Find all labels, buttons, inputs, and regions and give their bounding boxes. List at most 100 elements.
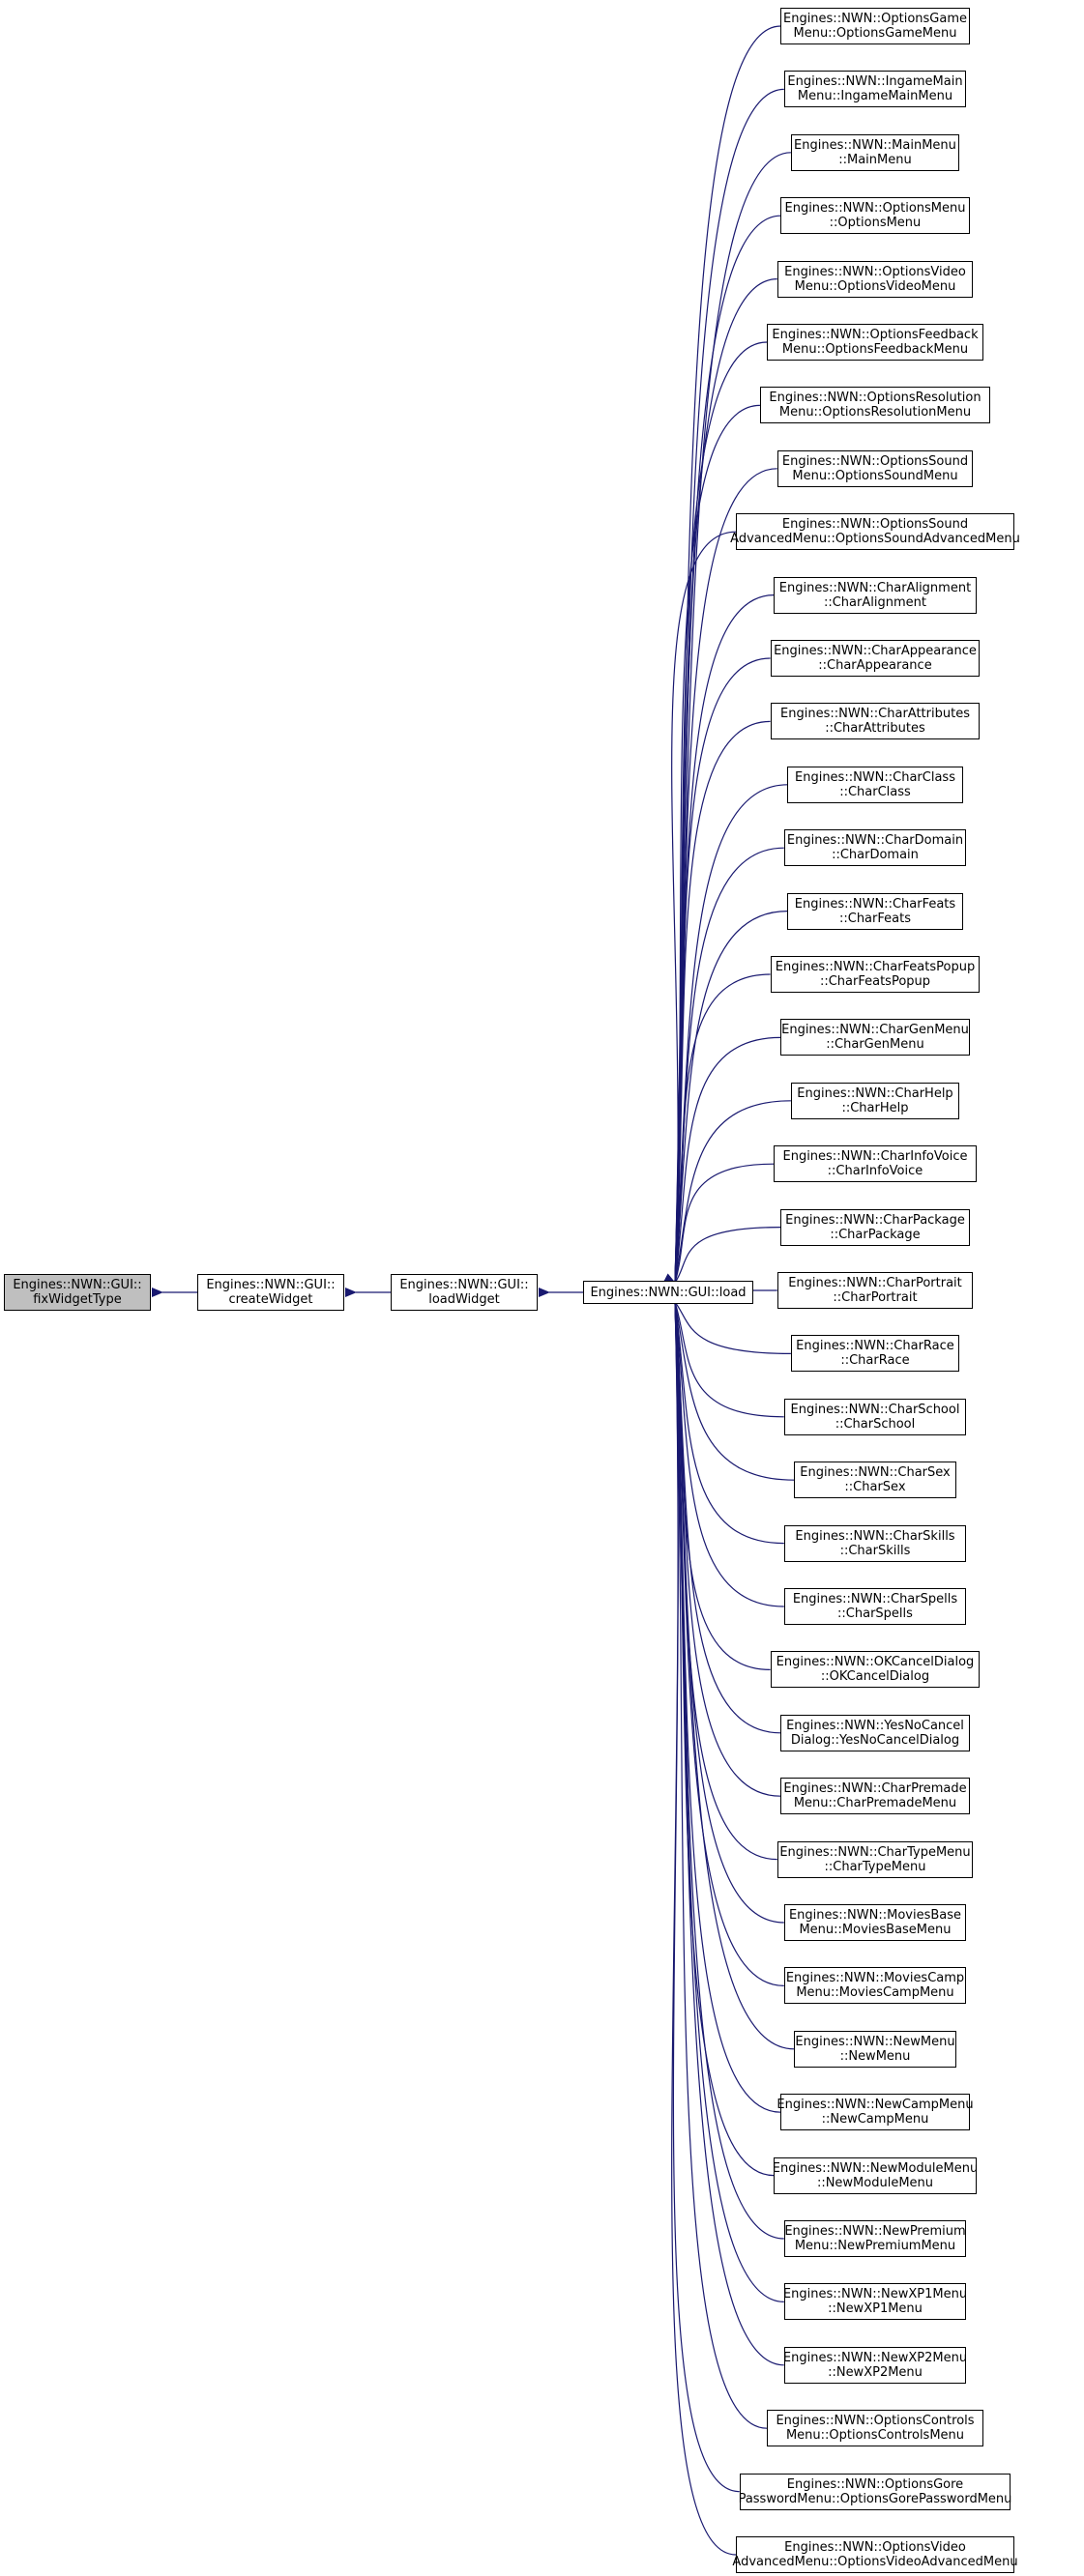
node-label-line1: Engines::NWN::OptionsSound: [781, 453, 969, 469]
node-caller-optionscontrolsmenu-optionscontrolsmenu[interactable]: Engines::NWN::OptionsControls Menu::Optio…: [767, 2410, 983, 2447]
node-caller-optionsmenu-optionsmenu[interactable]: Engines::NWN::OptionsMenu::OptionsMenu: [780, 197, 970, 235]
node-label-line1: Engines::NWN::OptionsMenu: [784, 201, 966, 217]
edge-caller-to-load: [668, 1290, 784, 1545]
node-label-line2: ::CharHelp: [841, 1100, 909, 1115]
node-caller-charsex-charsex[interactable]: Engines::NWN::CharSex::CharSex: [794, 1462, 956, 1499]
node-caller-ingamemainmenu-ingamemainmenu[interactable]: Engines::NWN::IngameMain Menu::IngameMain…: [783, 71, 967, 108]
node-caller-optionsvideomenu-optionsvideomenu[interactable]: Engines::NWN::OptionsVideo Menu::OptionsV…: [776, 260, 974, 298]
node-fix-widget-type: Engines::NWN::GUI:: fixWidgetType: [4, 1274, 151, 1311]
edge-caller-to-load: [664, 1227, 781, 1294]
node-caller-newxp1menu-newxp1menu[interactable]: Engines::NWN::NewXP1Menu::NewXP1Menu: [782, 2283, 968, 2321]
node-caller-okcanceldialog-okcanceldialog[interactable]: Engines::NWN::OKCancelDialog::OKCancelDi…: [770, 1651, 981, 1689]
node-label-line1: Engines::NWN::CharPackage: [785, 1212, 965, 1228]
edge-caller-to-load: [669, 1290, 784, 2302]
node-caller-newcampmenu-newcampmenu[interactable]: Engines::NWN::NewCampMenu::NewCampMenu: [776, 2094, 974, 2131]
node-label-line1: Engines::NWN::GUI::: [399, 1278, 529, 1292]
node-caller-newmenu-newmenu[interactable]: Engines::NWN::NewMenu::NewMenu: [794, 2030, 956, 2068]
node-caller-optionsfeedbackmenu-optionsfeedbackmenu[interactable]: Engines::NWN::OptionsFeedback Menu::Optio…: [767, 324, 983, 361]
node-caller-charinfovoice-charinfovoice[interactable]: Engines::NWN::CharInfoVoice::CharInfoVoi…: [774, 1145, 977, 1183]
node-label-line1: Engines::NWN::GUI::: [206, 1278, 336, 1292]
node-caller-optionsgamemenu-optionsgamemenu[interactable]: Engines::NWN::OptionsGame Menu::OptionsGa…: [780, 8, 970, 44]
node-caller-newmodulemenu-newmodulemenu[interactable]: Engines::NWN::NewModuleMenu::NewModuleMe…: [773, 2156, 978, 2194]
node-label-line2: ::CharPackage: [830, 1227, 921, 1242]
node-label-line1: Engines::NWN::NewMenu: [795, 2034, 955, 2049]
node-caller-charappearance-charappearance[interactable]: Engines::NWN::CharAppearance::CharAppear…: [770, 640, 981, 677]
node-label-line1: Engines::NWN::CharAlignment: [778, 580, 972, 595]
node-label-line2: createWidget: [228, 1292, 313, 1307]
node-label-line2: ::OptionsMenu: [829, 216, 922, 231]
node-caller-optionsvideoadvancedmenu-optionsvideoadvancedmenu[interactable]: Engines::NWN::OptionsVideo AdvancedMenu::…: [732, 2536, 1018, 2573]
node-label-line1: Engines::NWN::CharFeats: [794, 896, 956, 912]
edge-caller-to-load: [669, 1290, 737, 2556]
node-label-line2: fixWidgetType: [33, 1292, 122, 1307]
node-label-line2: Menu::OptionsControlsMenu: [785, 2428, 965, 2444]
node-label-line2: Menu::OptionsFeedbackMenu: [781, 342, 969, 357]
node-label-line2: ::CharDomain: [832, 848, 919, 863]
node-label-line2: ::MainMenu: [838, 152, 912, 167]
node-label-line2: ::CharPortrait: [833, 1290, 918, 1305]
node-caller-charportrait-charportrait[interactable]: Engines::NWN::CharPortrait::CharPortrait: [776, 1272, 974, 1309]
edge-caller-to-load: [669, 88, 784, 1294]
node-caller-optionsgorepasswordmenu-optionsgorepasswordmenu[interactable]: Engines::NWN::OptionsGore PasswordMenu::O…: [738, 2473, 1012, 2510]
node-caller-charhelp-charhelp[interactable]: Engines::NWN::CharHelp::CharHelp: [790, 1082, 960, 1119]
node-caller-chartypemenu-chartypemenu[interactable]: Engines::NWN::CharTypeMenu::CharTypeMenu: [776, 1840, 974, 1878]
edge-caller-to-load: [669, 784, 788, 1294]
node-caller-charrace-charrace[interactable]: Engines::NWN::CharRace::CharRace: [790, 1335, 960, 1373]
node-label-line2: ::CharTypeMenu: [824, 1859, 926, 1874]
edge-caller-to-load: [669, 25, 781, 1294]
node-label-line1: Engines::NWN::OptionsFeedback: [772, 328, 979, 342]
node-caller-charskills-charskills[interactable]: Engines::NWN::CharSkills::CharSkills: [783, 1524, 967, 1562]
node-caller-charschool-charschool[interactable]: Engines::NWN::CharSchool::CharSchool: [783, 1398, 967, 1435]
edge-caller-to-load: [669, 1290, 768, 2429]
node-load-widget[interactable]: Engines::NWN::GUI:: loadWidget: [391, 1274, 538, 1311]
node-label-line1: Engines::NWN::NewXP1Menu: [782, 2287, 968, 2302]
node-label-line2: ::NewXP1Menu: [828, 2301, 923, 2317]
node-caller-chargenmenu-chargenmenu[interactable]: Engines::NWN::CharGenMenu::CharGenMenu: [780, 1019, 970, 1056]
node-caller-newxp2menu-newxp2menu[interactable]: Engines::NWN::NewXP2Menu::NewXP2Menu: [782, 2346, 968, 2384]
node-label-line2: Menu::OptionsSoundMenu: [792, 468, 958, 483]
node-caller-charpremademenu-charpremademenu[interactable]: Engines::NWN::CharPremade Menu::CharPrema…: [780, 1778, 970, 1815]
node-label-line1: Engines::NWN::NewXP2Menu: [782, 2350, 968, 2365]
node-caller-moviesbasemenu-moviesbasemenu[interactable]: Engines::NWN::MoviesBase Menu::MoviesBase…: [783, 1904, 967, 1941]
node-caller-optionssoundadvancedmenu-optionssoundadvancedmenu[interactable]: Engines::NWN::OptionsSound AdvancedMenu::…: [730, 513, 1020, 551]
node-label-line1: Engines::NWN::OptionsVideo: [784, 264, 966, 279]
node-label-line2: Menu::OptionsVideoMenu: [794, 278, 956, 294]
node-caller-charspells-charspells[interactable]: Engines::NWN::CharSpells::CharSpells: [783, 1588, 967, 1625]
node-label-line2: ::CharSkills: [839, 1543, 911, 1558]
node-caller-newpremiummenu-newpremiummenu[interactable]: Engines::NWN::NewPremium Menu::NewPremium…: [783, 2220, 967, 2257]
node-caller-charpackage-charpackage[interactable]: Engines::NWN::CharPackage::CharPackage: [780, 1208, 970, 1246]
node-label-line2: PasswordMenu::OptionsGorePasswordMenu: [738, 2491, 1012, 2506]
node-load[interactable]: Engines::NWN::GUI::load: [583, 1281, 753, 1304]
node-label-line2: Menu::IngameMainMenu: [797, 89, 953, 104]
node-caller-moviescampmenu-moviescampmenu[interactable]: Engines::NWN::MoviesCamp Menu::MoviesCamp…: [783, 1967, 967, 2005]
node-caller-charattributes-charattributes[interactable]: Engines::NWN::CharAttributes::CharAttrib…: [770, 703, 981, 740]
node-label-line2: Menu::OptionsGameMenu: [793, 26, 957, 41]
node-caller-yesnocanceldialog-yesnocanceldialog[interactable]: Engines::NWN::YesNoCancel Dialog::YesNoCa…: [780, 1714, 970, 1751]
node-label-line1: Engines::NWN::CharInfoVoice: [782, 1149, 968, 1165]
node-label-line1: Engines::NWN::NewPremium: [784, 2224, 966, 2239]
node-create-widget[interactable]: Engines::NWN::GUI:: createWidget: [197, 1274, 344, 1311]
node-caller-mainmenu-mainmenu[interactable]: Engines::NWN::MainMenu::MainMenu: [790, 133, 960, 171]
node-label-line1: Engines::NWN::GUI::: [13, 1278, 142, 1292]
node-caller-chardomain-chardomain[interactable]: Engines::NWN::CharDomain::CharDomain: [783, 829, 967, 867]
node-caller-charfeatspopup-charfeatspopup[interactable]: Engines::NWN::CharFeatsPopup::CharFeatsP…: [770, 956, 981, 993]
node-caller-optionsresolutionmenu-optionsresolutionmenu[interactable]: Engines::NWN::OptionsResolution Menu::Opt…: [759, 387, 991, 424]
node-caller-charalignment-charalignment[interactable]: Engines::NWN::CharAlignment::CharAlignme…: [774, 576, 977, 614]
node-label-line2: ::CharSex: [844, 1480, 906, 1495]
node-caller-charclass-charclass[interactable]: Engines::NWN::CharClass::CharClass: [787, 766, 963, 803]
edge-caller-to-load: [668, 973, 771, 1294]
node-label-line1: Engines::NWN::OKCancelDialog: [776, 1655, 975, 1670]
node-label-line1: Engines::NWN::CharFeatsPopup: [775, 960, 976, 974]
node-caller-charfeats-charfeats[interactable]: Engines::NWN::CharFeats::CharFeats: [787, 892, 963, 930]
node-label-line2: ::CharFeatsPopup: [819, 974, 931, 989]
edge-caller-to-load: [668, 1100, 791, 1294]
edge-caller-to-load: [669, 1290, 784, 2366]
node-label-line2: loadWidget: [428, 1292, 500, 1307]
edge-caller-to-load: [667, 1290, 795, 1481]
node-caller-optionssoundmenu-optionssoundmenu[interactable]: Engines::NWN::OptionsSound Menu::OptionsS…: [776, 449, 974, 487]
node-label-line1: Engines::NWN::OptionsResolution: [769, 391, 981, 406]
node-label-line2: ::NewCampMenu: [821, 2112, 929, 2127]
edge-caller-to-load: [668, 1290, 784, 1607]
node-label-line2: Menu::MoviesBaseMenu: [799, 1923, 952, 1937]
